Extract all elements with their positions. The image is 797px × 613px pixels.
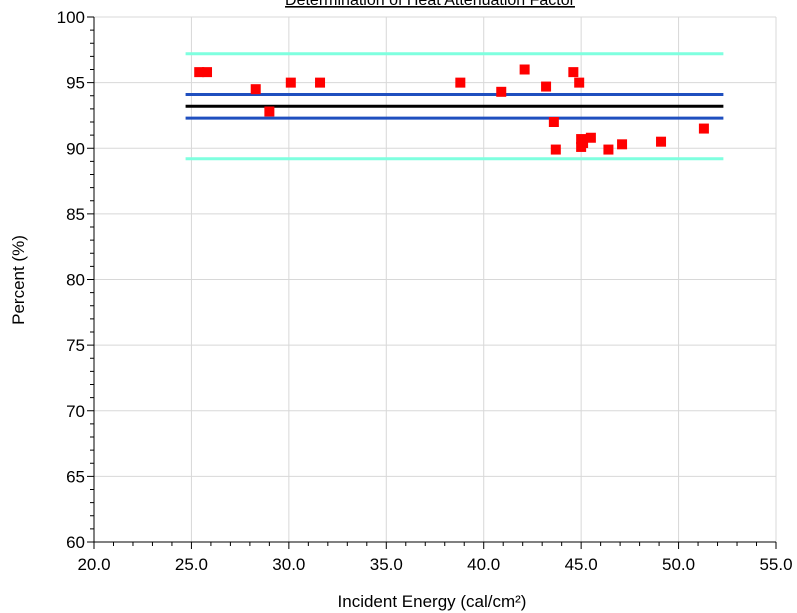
y-tick-label: 60: [66, 533, 85, 552]
chart-title: Determination of Heat Attenuation Factor: [285, 0, 576, 9]
y-tick-label: 70: [66, 402, 85, 421]
y-tick-label: 85: [66, 205, 85, 224]
x-axis-label: Incident Energy (cal/cm²): [338, 592, 527, 611]
data-point: [194, 67, 205, 78]
x-tick-label: 30.0: [272, 555, 305, 574]
axes: 60 65 70 75 80 85 90 95 100 20.0 25.0 30.0 35.0 40.0 4…: [57, 8, 793, 574]
y-tick-label: 65: [66, 467, 85, 486]
y-tick-label: 100: [57, 8, 85, 27]
reference-lines: [185, 52, 724, 161]
data-point: [548, 117, 559, 127]
data-point: [519, 64, 530, 75]
data-point: [585, 132, 596, 143]
data-point: [315, 77, 326, 88]
y-tick-label: 95: [66, 74, 85, 93]
x-tick-label: 20.0: [77, 555, 110, 574]
data-point: [574, 77, 585, 88]
y-tick-label: 80: [66, 271, 85, 290]
data-point: [285, 77, 296, 88]
data-point: [496, 86, 507, 97]
data-point: [603, 144, 614, 155]
data-point: [617, 139, 628, 150]
x-tick-label: 45.0: [565, 555, 598, 574]
data-point: [264, 106, 275, 117]
data-point: [578, 138, 589, 148]
x-tick-label: 55.0: [759, 555, 792, 574]
data-point: [698, 123, 709, 134]
data-point: [250, 84, 261, 95]
y-tick-label: 75: [66, 336, 85, 355]
data-point: [541, 81, 552, 92]
y-axis-label: Percent (%): [9, 235, 28, 325]
grid: [94, 16, 777, 542]
x-tick-label: 35.0: [370, 555, 403, 574]
y-tick-label: 90: [66, 139, 85, 158]
data-point: [550, 144, 561, 155]
data-point: [568, 67, 579, 78]
data-point: [455, 77, 466, 88]
data-point: [656, 136, 667, 147]
data-point: [202, 67, 213, 78]
data-points: [194, 64, 709, 155]
x-tick-label: 40.0: [467, 555, 500, 574]
x-tick-label: 25.0: [175, 555, 208, 574]
x-tick-label: 50.0: [662, 555, 695, 574]
